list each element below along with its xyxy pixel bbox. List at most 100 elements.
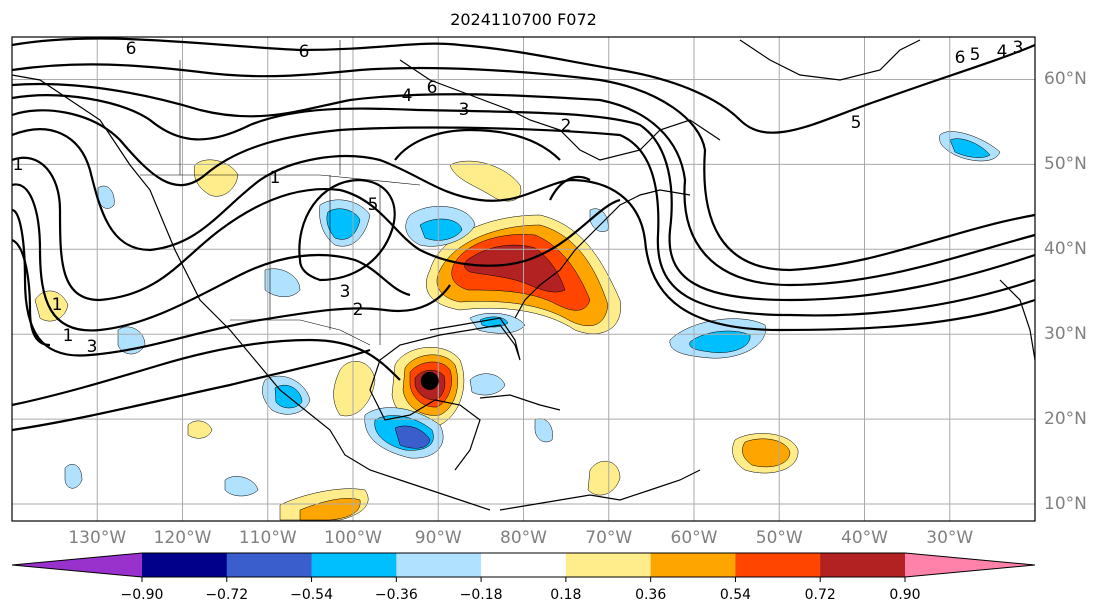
coastline-gulf	[369, 317, 521, 471]
contour-line	[11, 109, 1036, 317]
anomaly-region	[64, 464, 83, 489]
coastline-south-america	[499, 469, 701, 511]
colorbar-cell	[396, 553, 482, 577]
colorbar-tick-label: −0.72	[205, 587, 249, 603]
colorbar-tick-label: 0.18	[550, 587, 582, 603]
colorbar-tick-label: −0.18	[459, 587, 503, 603]
lon-tick-label: 50°W	[755, 528, 803, 548]
colorbar-cell	[481, 553, 567, 577]
colorbar-extend-max	[905, 553, 1035, 577]
lon-tick-label: 80°W	[500, 528, 547, 548]
contour-label: 4	[402, 86, 413, 106]
anomaly-region	[34, 290, 69, 322]
lon-tick-label: 70°W	[585, 528, 633, 548]
lon-tick-label: 30°W	[926, 528, 974, 548]
anomaly-region	[187, 420, 213, 439]
contour-label: 5	[368, 195, 379, 215]
map-title: 2024110700 F072	[450, 10, 597, 29]
contour-label: 1	[270, 168, 281, 188]
map-frame	[11, 36, 1036, 522]
contour-line	[11, 183, 411, 332]
contour-label: 3	[340, 282, 351, 302]
contour-label: 5	[970, 45, 981, 65]
lat-tick-label: 20°N	[1044, 409, 1087, 430]
anomaly-region	[419, 218, 463, 241]
lat-tick-label: 50°N	[1044, 154, 1087, 175]
lat-tick-label: 40°N	[1044, 239, 1087, 260]
contour-line	[549, 175, 591, 201]
anomaly-region	[469, 373, 506, 396]
contour-label: 1	[63, 326, 74, 346]
lon-tick-label: 60°W	[670, 528, 718, 548]
colorbar-cell	[311, 553, 397, 577]
storm-center-marker	[420, 371, 439, 390]
contour-line	[11, 63, 1036, 272]
contour-label: 5	[851, 113, 862, 133]
anomaly-region	[194, 159, 239, 197]
colorbar-extend-min	[12, 553, 142, 577]
colorbar-cell	[226, 553, 313, 577]
coastlines	[11, 39, 1036, 511]
colorbar-cell	[820, 553, 906, 577]
contour-line	[11, 128, 1036, 332]
contour-label: 1	[13, 155, 24, 175]
lon-tick-label: 110°W	[238, 528, 297, 548]
colorbar-cells	[11, 552, 1036, 578]
lon-tick-label: 120°W	[153, 528, 212, 548]
contour-line	[11, 156, 621, 302]
anomaly-region	[264, 268, 301, 297]
coastline-north-america	[11, 74, 491, 511]
contour-line	[11, 338, 401, 407]
colorbar-cell	[735, 553, 821, 577]
coastline-hudson	[399, 59, 721, 161]
lat-tick-label: 60°N	[1044, 69, 1087, 90]
anomaly-region	[224, 476, 259, 497]
coastline-east-coast	[514, 189, 691, 319]
anomaly-region	[589, 208, 609, 232]
coastline-greenland	[739, 39, 921, 81]
lon-tick-label: 130°W	[68, 528, 127, 548]
contour-line	[11, 208, 451, 357]
contour-label: 6	[126, 39, 137, 59]
anomaly-region	[587, 460, 621, 496]
colorbar-tick-label: −0.90	[120, 587, 164, 603]
colorbar-tick-label: 0.36	[635, 587, 667, 603]
coastline-cuba	[479, 394, 561, 411]
contour-line	[394, 128, 561, 161]
coastline-africa	[999, 279, 1036, 361]
contour-label: 3	[459, 100, 470, 120]
anomaly-region	[742, 438, 791, 468]
lat-tick-label: 30°N	[1044, 324, 1087, 345]
contour-label: 3	[1013, 38, 1024, 58]
lat-tick-label: 10°N	[1044, 494, 1087, 515]
contour-line	[11, 82, 1036, 287]
colorbar-tick-label: 0.72	[804, 587, 836, 603]
colorbar-tick-label: 0.54	[719, 587, 752, 603]
contour-label: 2	[561, 116, 572, 136]
height-contours	[11, 37, 1036, 432]
contour-label: 6	[955, 48, 966, 68]
anomaly-region	[394, 425, 431, 449]
contour-label: 1	[52, 295, 63, 315]
colorbar-cell	[142, 553, 228, 577]
contour-label: 4	[997, 42, 1008, 62]
contour-line	[11, 238, 51, 347]
anomaly-region	[333, 361, 376, 417]
anomaly-region	[464, 244, 566, 293]
colorbar-ticks	[141, 577, 906, 582]
colorbar-tick-label: 0.90	[889, 587, 921, 603]
anomaly-region	[326, 208, 361, 240]
colorbar-cell	[650, 553, 736, 577]
contour-label: 3	[87, 337, 98, 357]
contour-label: 6	[427, 78, 438, 98]
lon-tick-label: 100°W	[324, 528, 382, 548]
contour-line	[298, 178, 396, 282]
contour-label: 6	[299, 42, 310, 62]
colorbar-cell	[565, 553, 652, 577]
contour-label: 2	[353, 300, 364, 320]
contour-line	[11, 37, 1036, 134]
contour-line	[11, 94, 1036, 302]
